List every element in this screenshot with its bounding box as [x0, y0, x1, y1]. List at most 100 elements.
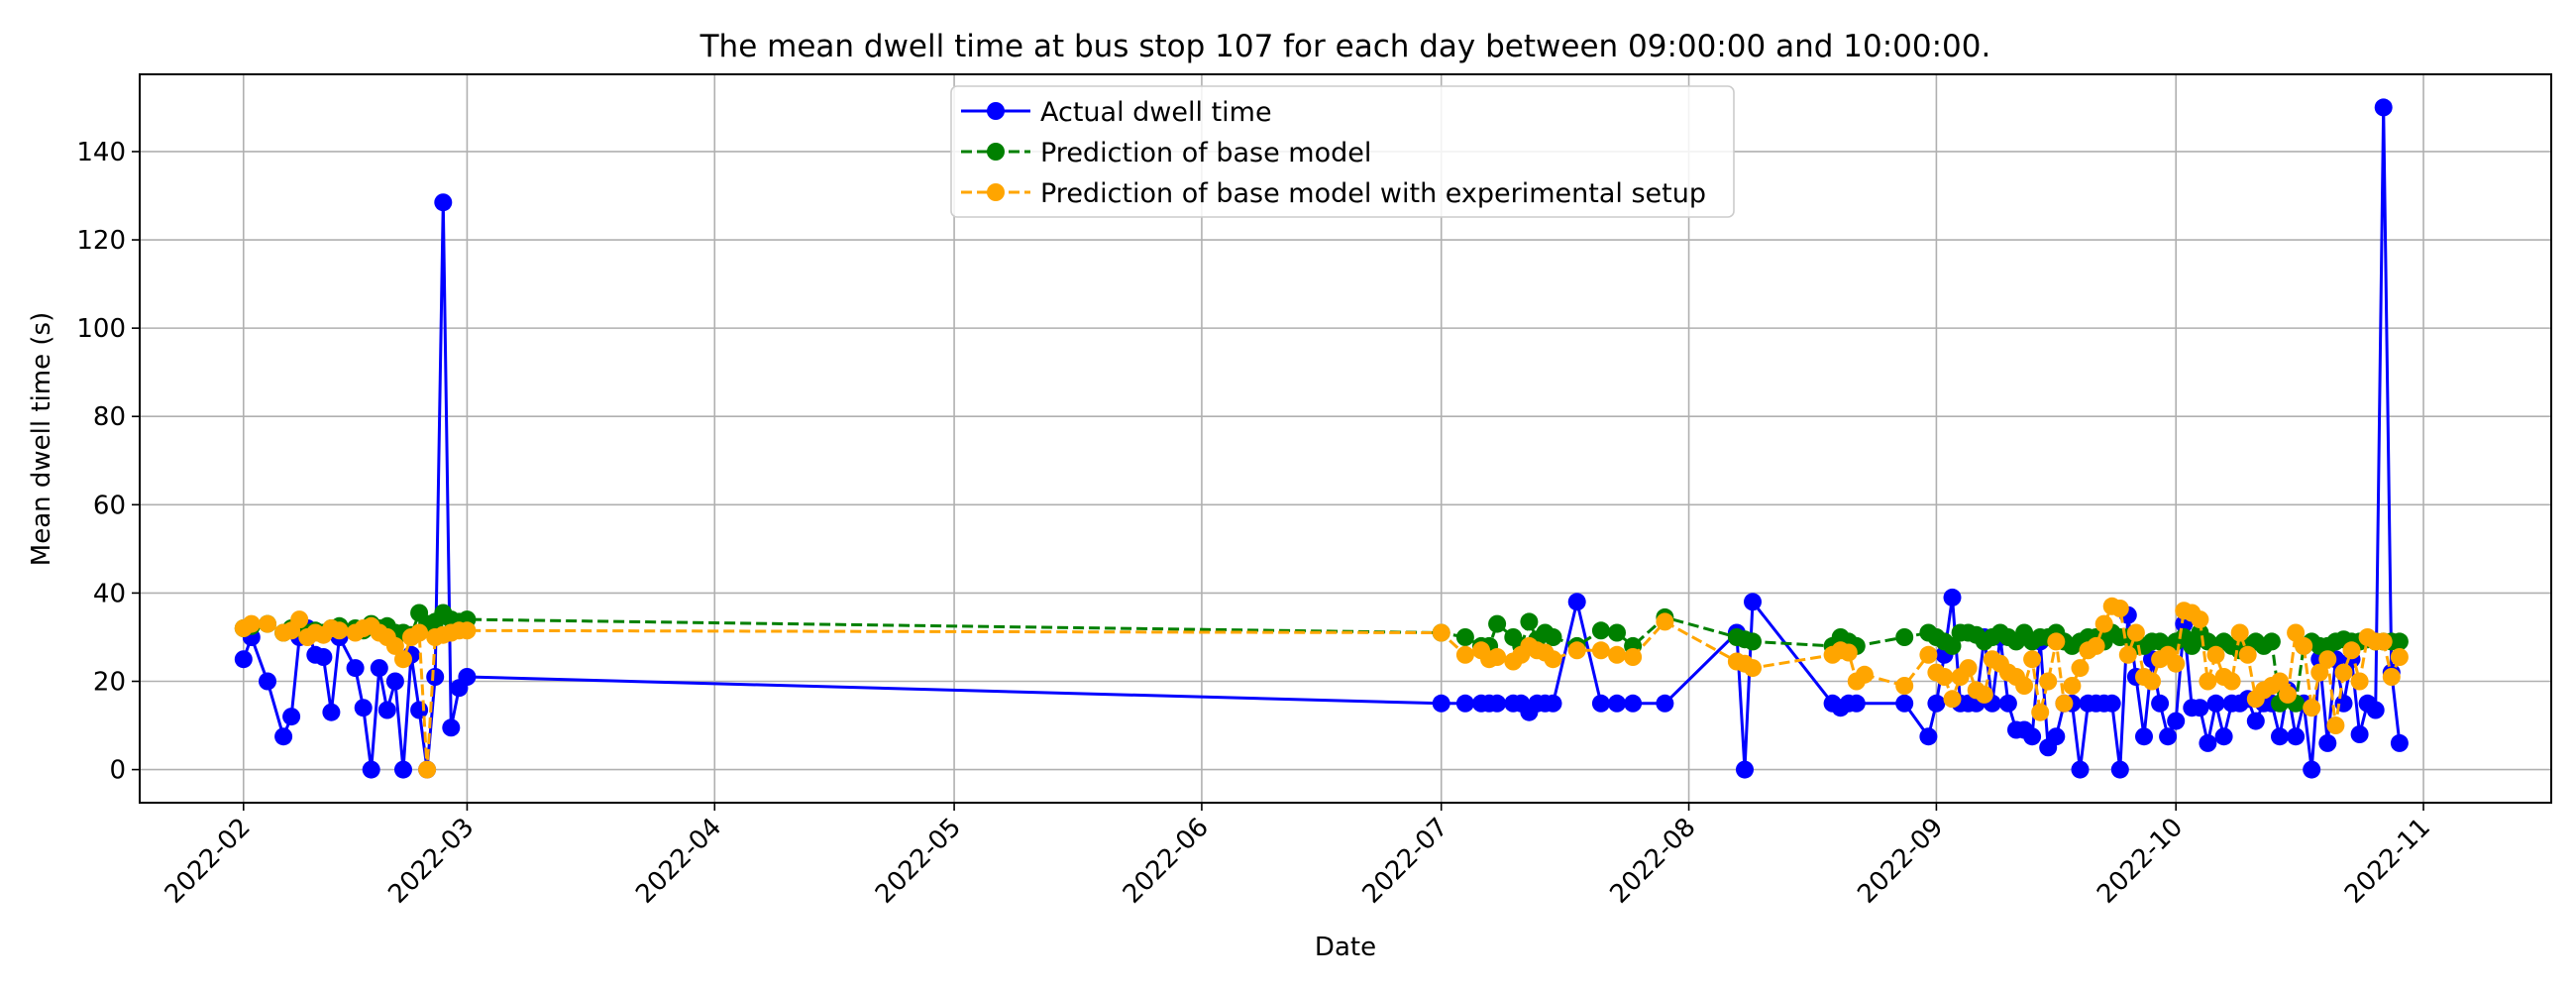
y-tick-label: 120	[76, 226, 126, 256]
experimental-prediction-point	[2055, 694, 2074, 713]
experimental-prediction-point	[2374, 632, 2393, 651]
actual-dwell-time-point	[458, 668, 477, 686]
y-tick-label: 60	[93, 491, 126, 520]
experimental-prediction-point	[1624, 648, 1643, 666]
y-tick-label: 100	[76, 314, 126, 344]
actual-dwell-time-point	[2303, 760, 2321, 779]
experimental-prediction-point	[1935, 668, 1954, 686]
experimental-prediction-point	[2126, 623, 2145, 642]
actual-dwell-time-point	[1919, 727, 1938, 746]
experimental-prediction-point	[1544, 650, 1562, 669]
actual-dwell-time-point	[234, 650, 253, 669]
experimental-prediction-point	[2303, 699, 2321, 717]
experimental-prediction-point	[1943, 690, 1962, 709]
actual-dwell-time-point	[1544, 694, 1562, 713]
actual-dwell-time-point	[394, 760, 412, 779]
actual-dwell-time-point	[354, 699, 373, 717]
base-model-prediction-point	[2390, 632, 2409, 651]
base-model-prediction-point	[1544, 628, 1562, 646]
actual-dwell-time-point	[370, 659, 388, 678]
base-model-prediction-legend-label: Prediction of base model	[1040, 138, 1371, 168]
experimental-prediction-point	[2350, 672, 2369, 691]
experimental-prediction-point	[1656, 612, 1674, 631]
experimental-prediction-point	[2287, 623, 2306, 642]
experimental-prediction-point	[385, 636, 404, 655]
actual-dwell-time-point	[1927, 694, 1946, 713]
actual-dwell-time-point	[385, 672, 404, 691]
experimental-prediction-point	[2039, 672, 2058, 691]
experimental-prediction-point	[2238, 645, 2257, 664]
actual-dwell-time-point	[442, 718, 461, 737]
actual-dwell-time-point	[346, 659, 365, 678]
actual-dwell-time-point	[1736, 760, 1754, 779]
actual-dwell-time-point	[2374, 98, 2393, 117]
experimental-prediction-point	[2279, 685, 2297, 704]
actual-dwell-time-point	[434, 193, 453, 212]
experimental-prediction-point	[2015, 677, 2034, 695]
experimental-prediction-point	[2199, 672, 2217, 691]
experimental-prediction-point	[2206, 645, 2225, 664]
actual-dwell-time-point	[2047, 727, 2066, 746]
actual-dwell-time-point	[2167, 712, 2186, 730]
experimental-prediction-point	[2047, 632, 2066, 651]
experimental-prediction-point	[2382, 668, 2401, 686]
actual-dwell-time-point	[1998, 694, 2017, 713]
actual-dwell-time-point	[2135, 727, 2153, 746]
actual-dwell-time-point	[1488, 694, 1507, 713]
base-model-prediction-point	[1608, 623, 1626, 642]
experimental-prediction-point	[1488, 648, 1507, 666]
experimental-prediction-point	[2326, 716, 2345, 734]
actual-dwell-time-point	[2159, 727, 2178, 746]
base-model-prediction-point	[1591, 621, 1610, 640]
experimental-prediction-point	[2110, 600, 2129, 617]
actual-dwell-time-point	[1608, 694, 1626, 713]
experimental-prediction-point	[2295, 636, 2313, 655]
legend-box	[950, 85, 1735, 218]
actual-dwell-time-legend-label: Actual dwell time	[1040, 97, 1272, 128]
experimental-prediction-point	[2230, 623, 2249, 642]
grid-layer	[140, 74, 2551, 803]
experimental-prediction-point	[1744, 659, 1762, 678]
experimental-prediction-point	[330, 621, 349, 640]
base-model-prediction-point	[1943, 636, 1962, 655]
actual-dwell-time-point	[2390, 733, 2409, 752]
base-model-prediction-point	[1455, 628, 1474, 646]
series-layer	[234, 98, 2409, 779]
actual-dwell-time-point	[426, 668, 445, 686]
experimental-prediction-point	[2143, 672, 2161, 691]
experimental-prediction-point	[1975, 685, 1993, 704]
actual-dwell-time-point	[1432, 694, 1450, 713]
actual-dwell-time-point	[2151, 694, 2170, 713]
actual-dwell-time-point	[2071, 760, 2090, 779]
experimental-prediction-point	[2390, 648, 2409, 666]
actual-dwell-time-point	[2246, 712, 2265, 730]
experimental-prediction-point	[242, 614, 261, 633]
experimental-prediction-point	[1959, 659, 1978, 678]
experimental-prediction-point	[2118, 645, 2137, 664]
base-model-prediction-point	[2183, 636, 2201, 655]
x-axis-label: Date	[1315, 933, 1376, 962]
actual-dwell-time-point	[2366, 701, 2385, 719]
base-model-prediction-point	[1488, 614, 1507, 633]
experimental-prediction-legend-marker	[987, 183, 1005, 201]
experimental-prediction-point	[2310, 663, 2329, 682]
actual-dwell-time-point	[2350, 725, 2369, 743]
actual-dwell-time-point	[2023, 727, 2042, 746]
experimental-prediction-point	[259, 614, 276, 633]
actual-dwell-time-point	[1455, 694, 1474, 713]
experimental-prediction-point	[2271, 672, 2289, 691]
actual-dwell-time-point	[2191, 699, 2209, 717]
actual-dwell-time-point	[2287, 727, 2306, 746]
base-model-prediction-legend-marker	[987, 143, 1005, 161]
experimental-prediction-point	[2191, 610, 2209, 629]
actual-dwell-time-point	[377, 701, 396, 719]
experimental-prediction-point	[2063, 677, 2082, 695]
experimental-prediction-point	[2094, 614, 2113, 633]
chart-title: The mean dwell time at bus stop 107 for …	[699, 29, 1991, 64]
actual-dwell-time-point	[1656, 694, 1674, 713]
experimental-prediction-point	[1919, 645, 1938, 664]
experimental-prediction-point	[2318, 650, 2337, 669]
experimental-prediction-point	[2031, 703, 2050, 721]
experimental-prediction-point	[1567, 641, 1586, 660]
